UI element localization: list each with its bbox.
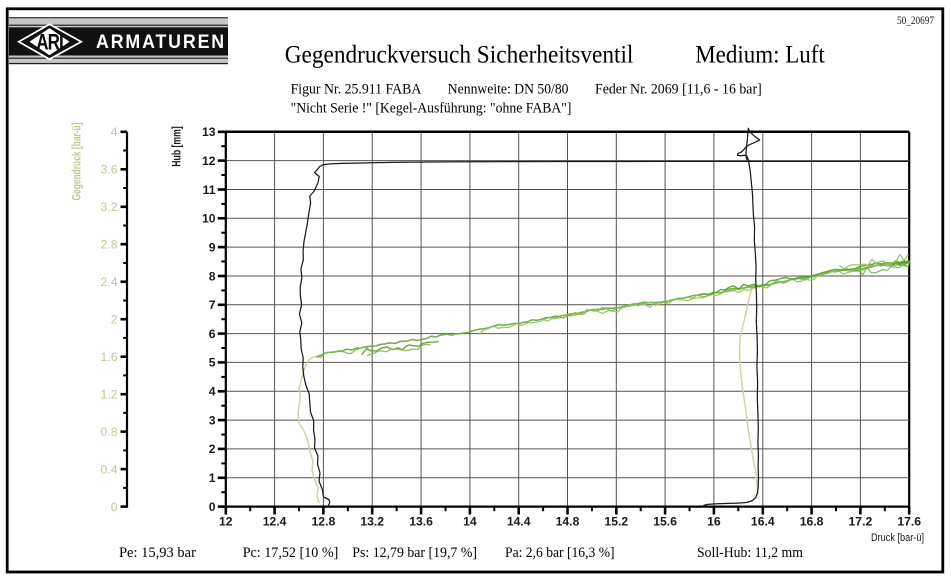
svg-text:15.2: 15.2 [604, 515, 628, 529]
svg-text:14.4: 14.4 [507, 515, 531, 529]
svg-text:Hub [mm]: Hub [mm] [172, 126, 184, 167]
svg-text:3: 3 [209, 413, 216, 427]
svg-text:1.2: 1.2 [101, 388, 118, 402]
svg-text:Gegendruckversuch Sicherheitsv: Gegendruckversuch Sicherheitsventil [285, 40, 634, 68]
svg-text:0.8: 0.8 [101, 425, 118, 439]
svg-text:4: 4 [111, 125, 118, 139]
svg-text:2.4: 2.4 [101, 275, 118, 289]
svg-text:Nennweite: DN 50/80: Nennweite: DN 50/80 [448, 82, 569, 98]
svg-text:8: 8 [209, 269, 216, 283]
svg-text:"Nicht Serie !" [Kegel-Ausführ: "Nicht Serie !" [Kegel-Ausführung: "ohne… [291, 100, 572, 116]
svg-text:2: 2 [111, 313, 118, 327]
svg-text:9: 9 [209, 240, 216, 254]
svg-text:5: 5 [209, 356, 216, 370]
svg-text:12: 12 [202, 154, 216, 168]
svg-text:Pe: 15,93 bar: Pe: 15,93 bar [119, 545, 196, 561]
svg-text:16.4: 16.4 [751, 515, 775, 529]
svg-text:Soll-Hub: 11,2 mm: Soll-Hub: 11,2 mm [697, 545, 803, 561]
svg-text:2: 2 [209, 442, 216, 456]
svg-text:7: 7 [209, 298, 216, 312]
svg-text:Druck [bar-ü]: Druck [bar-ü] [871, 532, 924, 544]
svg-text:14: 14 [463, 515, 477, 529]
svg-text:13.6: 13.6 [409, 515, 433, 529]
svg-text:2.8: 2.8 [101, 238, 118, 252]
svg-text:Figur Nr. 25.911 FABA: Figur Nr. 25.911 FABA [291, 82, 422, 98]
svg-text:0.4: 0.4 [101, 462, 118, 476]
svg-text:12.4: 12.4 [263, 515, 287, 529]
svg-text:ARMATUREN: ARMATUREN [96, 32, 226, 53]
svg-text:Pa: 2,6 bar [16,3 %]: Pa: 2,6 bar [16,3 %] [505, 545, 615, 561]
svg-text:3.6: 3.6 [101, 163, 118, 177]
svg-text:50_20697: 50_20697 [897, 15, 934, 27]
svg-text:11: 11 [203, 183, 216, 197]
svg-text:1.6: 1.6 [101, 350, 118, 364]
svg-text:Gegendruck [bar-ü]: Gegendruck [bar-ü] [72, 122, 84, 200]
svg-text:10: 10 [202, 212, 216, 226]
svg-text:Medium: Luft: Medium: Luft [695, 40, 825, 68]
svg-text:12: 12 [219, 515, 233, 529]
svg-text:4: 4 [209, 385, 216, 399]
svg-text:6: 6 [209, 327, 216, 341]
svg-text:3.2: 3.2 [101, 200, 118, 214]
svg-text:15.6: 15.6 [653, 515, 677, 529]
svg-text:14.8: 14.8 [556, 515, 580, 529]
svg-text:13: 13 [202, 125, 216, 139]
svg-text:Feder Nr. 2069 [11,6 - 16 bar]: Feder Nr. 2069 [11,6 - 16 bar] [595, 82, 762, 98]
svg-text:Ps: 12,79 bar [19,7 %]: Ps: 12,79 bar [19,7 %] [352, 545, 477, 561]
svg-text:13.2: 13.2 [360, 515, 384, 529]
svg-text:0: 0 [209, 500, 216, 514]
svg-text:16.8: 16.8 [800, 515, 824, 529]
svg-text:17.6: 17.6 [897, 515, 921, 529]
svg-text:12.8: 12.8 [312, 515, 336, 529]
svg-text:ARI: ARI [36, 31, 63, 56]
svg-text:Pc: 17,52 [10 %]: Pc: 17,52 [10 %] [243, 545, 339, 561]
svg-text:16: 16 [707, 515, 721, 529]
svg-text:17.2: 17.2 [849, 515, 873, 529]
svg-text:1: 1 [209, 471, 216, 485]
svg-text:0: 0 [111, 500, 118, 514]
